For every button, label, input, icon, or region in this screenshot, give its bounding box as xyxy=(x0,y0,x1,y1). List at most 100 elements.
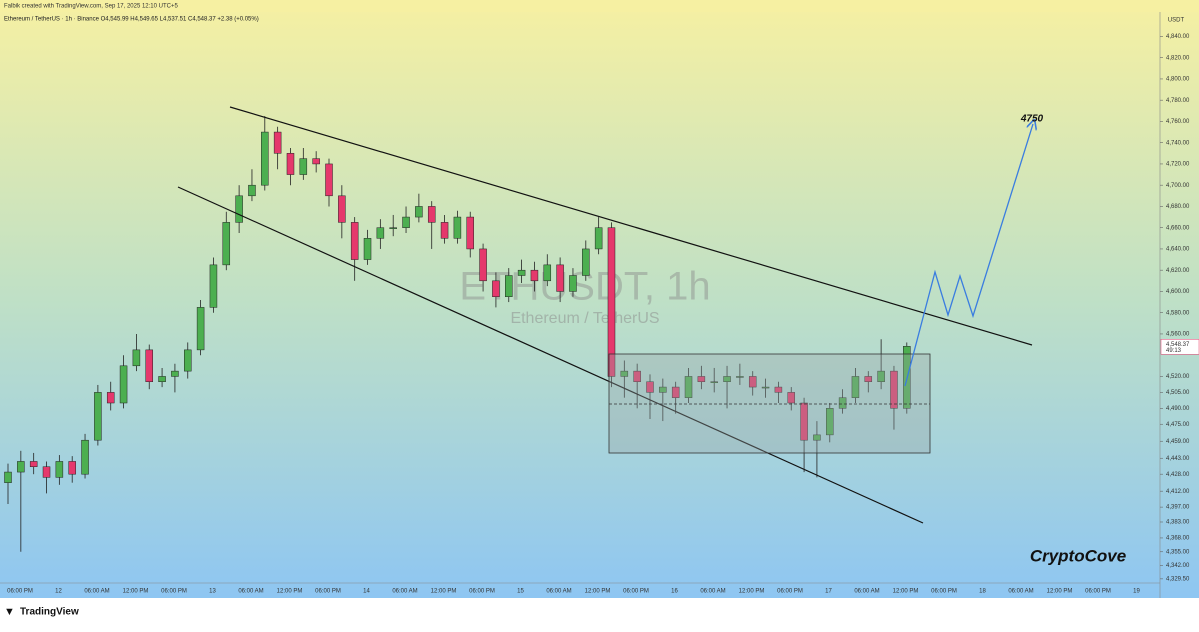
price-tick-label: 4,560.00 xyxy=(1166,332,1190,338)
candle-body xyxy=(607,227,616,377)
price-tick-label: 4,505.00 xyxy=(1166,390,1190,396)
time-tick-label: 12:00 PM xyxy=(123,589,149,595)
price-tick-label: 4,342.00 xyxy=(1166,563,1190,569)
candle-body xyxy=(800,402,808,441)
time-tick-label: 06:00 PM xyxy=(315,589,341,595)
countdown: 49:13 xyxy=(1166,348,1182,354)
candle-body xyxy=(17,461,25,473)
candle-body xyxy=(312,158,320,165)
price-tick-label: 4,355.00 xyxy=(1166,549,1190,555)
time-tick-label: 06:00 AM xyxy=(546,589,571,595)
candle-body xyxy=(748,376,757,388)
price-tick-label: 4,475.00 xyxy=(1166,422,1190,428)
price-tick-label: 4,640.00 xyxy=(1166,247,1190,253)
candle-body xyxy=(158,376,166,382)
candle-body xyxy=(582,248,590,276)
time-tick-label: 16 xyxy=(671,589,678,595)
lower-trendline xyxy=(177,186,924,524)
time-tick-label: 06:00 PM xyxy=(623,589,649,595)
symbol-legend: Ethereum / TetherUS · 1h · Binance O4,54… xyxy=(4,17,259,23)
candle-body xyxy=(94,392,102,441)
candle-body xyxy=(466,216,474,250)
candle-body xyxy=(389,227,397,229)
price-tick-label: 4,720.00 xyxy=(1166,162,1190,168)
price-tick-label: 4,780.00 xyxy=(1166,98,1190,104)
candle-body xyxy=(286,153,295,175)
top-bar xyxy=(0,0,1199,12)
price-tick-label: 4,428.00 xyxy=(1166,472,1190,478)
time-tick-label: 06:00 PM xyxy=(469,589,495,595)
chart-background xyxy=(0,0,1199,598)
candle-body xyxy=(620,370,629,377)
author-label: CryptoCove xyxy=(1030,546,1126,565)
price-tick-label: 4,412.00 xyxy=(1166,489,1190,495)
time-tick-label: 14 xyxy=(363,589,370,595)
price-tick-label: 4,800.00 xyxy=(1166,77,1190,83)
candle-body xyxy=(774,386,783,393)
candle-body xyxy=(299,158,308,175)
time-tick-label: 12:00 PM xyxy=(431,589,457,595)
candle-body xyxy=(851,376,860,398)
time-tick-label: 06:00 AM xyxy=(392,589,417,595)
candle-body xyxy=(671,386,680,398)
candle-body xyxy=(659,386,667,393)
time-tick-label: 06:00 PM xyxy=(161,589,187,595)
candle-body xyxy=(261,131,269,186)
time-tick-label: 12:00 PM xyxy=(893,589,919,595)
time-tick-label: 06:00 AM xyxy=(1008,589,1033,595)
candle-body xyxy=(29,461,38,467)
candle-body xyxy=(877,370,885,382)
candle-body xyxy=(864,376,873,382)
candle-body xyxy=(119,365,128,404)
target-label: 4750 xyxy=(1020,114,1044,125)
price-tick-label: 4,329.50 xyxy=(1166,576,1190,582)
candle-body xyxy=(787,392,795,404)
candle-body xyxy=(890,370,898,409)
price-tick-label: 4,459.00 xyxy=(1166,439,1190,445)
candle-body xyxy=(338,195,346,223)
price-tick-label: 4,840.00 xyxy=(1166,34,1190,40)
candle-body xyxy=(376,227,385,239)
price-tick-label: 4,397.00 xyxy=(1166,505,1190,511)
candle-body xyxy=(736,376,744,378)
watermark-name: Ethereum / TetherUS xyxy=(510,310,659,327)
price-tick-label: 4,443.00 xyxy=(1166,456,1190,462)
time-tick-label: 12:00 PM xyxy=(585,589,611,595)
time-tick-label: 12:00 PM xyxy=(277,589,303,595)
price-tick-label: 4,490.00 xyxy=(1166,406,1190,412)
candle-body xyxy=(813,434,821,441)
projection-path xyxy=(904,124,1033,387)
candle-body xyxy=(248,184,256,197)
price-tick-label: 4,760.00 xyxy=(1166,119,1190,125)
candle-body xyxy=(363,238,372,260)
price-tick-label: 4,580.00 xyxy=(1166,310,1190,316)
candle-body xyxy=(402,216,410,228)
price-tick-label: 4,680.00 xyxy=(1166,204,1190,210)
range-box xyxy=(608,353,931,454)
time-tick-label: 13 xyxy=(209,589,216,595)
time-tick-label: 06:00 AM xyxy=(84,589,109,595)
candle-body xyxy=(453,216,462,239)
candle-body xyxy=(106,392,115,404)
time-tick-label: 19 xyxy=(1133,589,1140,595)
candle-body xyxy=(235,195,243,223)
time-tick-label: 06:00 PM xyxy=(931,589,957,595)
time-tick-label: 18 xyxy=(979,589,986,595)
candle-body xyxy=(826,408,834,436)
candle-body xyxy=(556,264,564,292)
footer xyxy=(0,598,1199,627)
time-tick-label: 12:00 PM xyxy=(739,589,765,595)
candle-body xyxy=(171,370,179,377)
credit: Falbik created with TradingView.com, Sep… xyxy=(4,4,178,10)
candle-body xyxy=(81,439,89,475)
candle-body xyxy=(517,269,526,276)
time-tick-label: 06:00 AM xyxy=(238,589,263,595)
candle-body xyxy=(184,349,192,372)
candle-body xyxy=(684,376,693,398)
time-tick-label: 06:00 AM xyxy=(700,589,725,595)
candle-body xyxy=(569,275,577,292)
candle-body xyxy=(222,222,231,266)
brand-logo: ▼ xyxy=(4,606,15,618)
candle-body xyxy=(505,275,513,297)
